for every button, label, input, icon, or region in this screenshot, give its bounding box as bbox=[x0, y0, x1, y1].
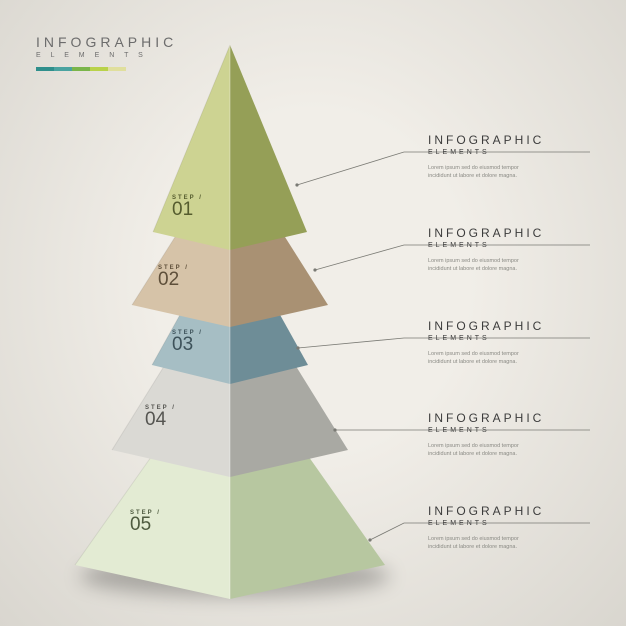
step-number: 02 bbox=[158, 269, 189, 291]
step-number: 03 bbox=[172, 334, 203, 356]
callout-body: Lorem ipsum sed do eiusmod tempor incidi… bbox=[428, 164, 544, 181]
callout-5: INFOGRAPHIC ELEMENTS Lorem ipsum sed do … bbox=[428, 504, 544, 552]
step-label-2: STEP / 02 bbox=[158, 265, 189, 291]
callout-heading: INFOGRAPHIC bbox=[428, 226, 544, 240]
callout-3: INFOGRAPHIC ELEMENTS Lorem ipsum sed do … bbox=[428, 319, 544, 367]
callout-sub: ELEMENTS bbox=[428, 335, 544, 342]
callout-2: INFOGRAPHIC ELEMENTS Lorem ipsum sed do … bbox=[428, 226, 544, 274]
callout-4: INFOGRAPHIC ELEMENTS Lorem ipsum sed do … bbox=[428, 411, 544, 459]
callout-heading: INFOGRAPHIC bbox=[428, 411, 544, 425]
step-number: 05 bbox=[130, 514, 161, 536]
stage: STEP / 05 STEP / 04 STEP / 03 STEP / 02 STEP… bbox=[0, 0, 626, 626]
step-label-1: STEP / 01 bbox=[172, 195, 203, 221]
callout-body: Lorem ipsum sed do eiusmod tempor incidi… bbox=[428, 257, 544, 274]
callout-heading: INFOGRAPHIC bbox=[428, 133, 544, 147]
callout-sub: ELEMENTS bbox=[428, 427, 544, 434]
callout-heading: INFOGRAPHIC bbox=[428, 504, 544, 518]
callout-body: Lorem ipsum sed do eiusmod tempor incidi… bbox=[428, 350, 544, 367]
step-label-5: STEP / 05 bbox=[130, 510, 161, 536]
step-label-3: STEP / 03 bbox=[172, 330, 203, 356]
callout-sub: ELEMENTS bbox=[428, 242, 544, 249]
callout-heading: INFOGRAPHIC bbox=[428, 319, 544, 333]
callout-sub: ELEMENTS bbox=[428, 520, 544, 527]
step-label-4: STEP / 04 bbox=[145, 405, 176, 431]
callout-1: INFOGRAPHIC ELEMENTS Lorem ipsum sed do … bbox=[428, 133, 544, 181]
infographic-canvas: INFOGRAPHIC E L E M E N T S STEP / 05STE… bbox=[0, 0, 626, 626]
step-number: 01 bbox=[172, 199, 203, 221]
callout-sub: ELEMENTS bbox=[428, 149, 544, 156]
callout-body: Lorem ipsum sed do eiusmod tempor incidi… bbox=[428, 535, 544, 552]
step-number: 04 bbox=[145, 409, 176, 431]
callout-body: Lorem ipsum sed do eiusmod tempor incidi… bbox=[428, 442, 544, 459]
